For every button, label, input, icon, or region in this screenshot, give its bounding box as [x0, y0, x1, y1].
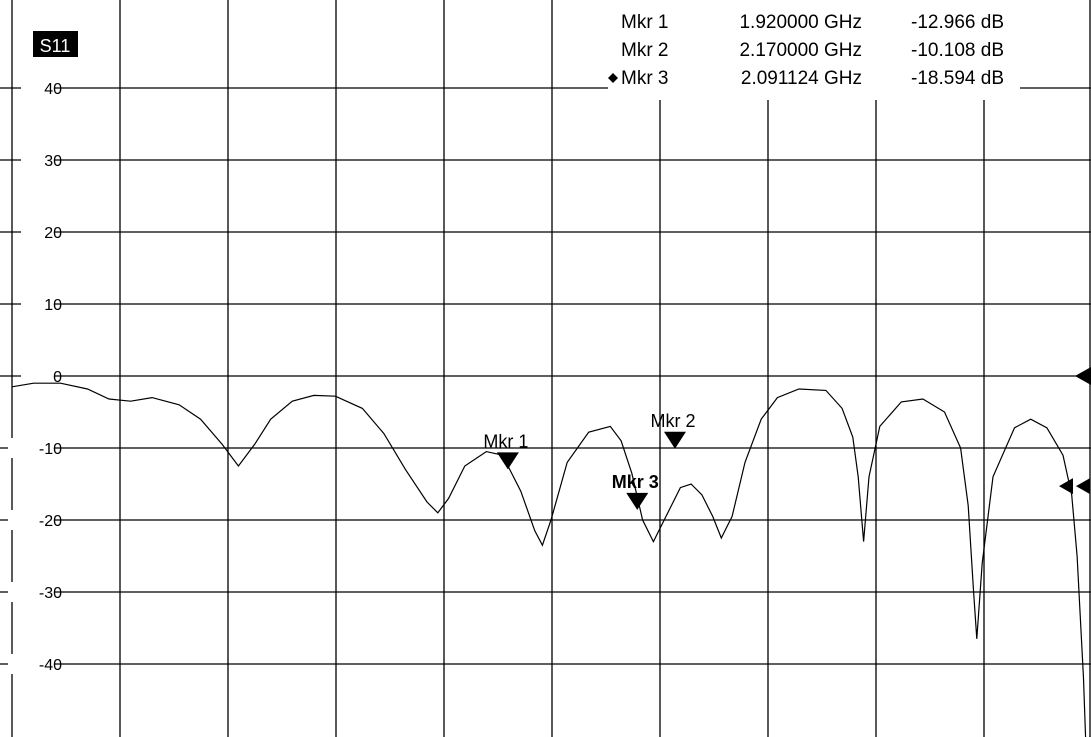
marker-triangle[interactable]: [663, 431, 686, 449]
ytick-bg: [8, 438, 54, 458]
marker-label: Mkr 2: [650, 411, 695, 431]
ytick-bg: [8, 510, 54, 530]
active-marker-diamond: [608, 73, 618, 83]
marker-triangle[interactable]: [626, 492, 649, 510]
ytick-bg: [21, 78, 55, 98]
marker-table-row[interactable]: Mkr 2 2.170000 GHz -10.108 dB: [621, 40, 1004, 61]
y-tick-label: -40: [39, 657, 62, 674]
marker-frequency: 2.170000 GHz: [739, 40, 862, 61]
y-tick-label: 20: [44, 225, 62, 242]
trace-markers: Mkr 1 Mkr 2 Mkr 3: [483, 411, 695, 510]
marker-table-row[interactable]: Mkr 3 2.091124 GHz -18.594 dB: [621, 68, 1004, 89]
trace-line: [11, 382, 1091, 737]
y-tick-labels: 40 30 20 10 0 -10 -20 -30 -40: [8, 78, 62, 674]
marker-table-row[interactable]: Mkr 1 1.920000 GHz -12.966 dB: [621, 12, 1004, 33]
trace-label-box[interactable]: S11: [33, 31, 78, 57]
pointer-arrow: [1076, 478, 1090, 495]
marker-readout-table: Mkr 1 1.920000 GHz -12.966 dB Mkr 2 2.170000…: [608, 0, 1020, 100]
ytick-bg: [21, 366, 55, 386]
marker-triangle[interactable]: [496, 452, 519, 470]
marker-name: Mkr 1: [621, 12, 669, 33]
reference-pointer: [1059, 367, 1091, 495]
s11-trace: [11, 382, 1091, 737]
marker-value: -18.594 dB: [911, 68, 1004, 89]
marker-frequency: 1.920000 GHz: [739, 12, 862, 33]
marker-table-bg: [608, 0, 1020, 100]
y-tick-label: 30: [44, 153, 62, 170]
marker-frequency: 2.091124 GHz: [741, 68, 862, 89]
y-tick-label: -20: [39, 513, 62, 530]
ytick-bg: [21, 222, 55, 242]
y-tick-label: -10: [39, 441, 62, 458]
marker-value: -12.966 dB: [911, 12, 1004, 33]
y-tick-label: 0: [53, 369, 62, 386]
marker-name: Mkr 3: [621, 68, 669, 89]
reference-arrow: [1075, 367, 1091, 385]
ytick-bg: [21, 150, 55, 170]
y-tick-label: 40: [44, 81, 62, 98]
ytick-bg: [8, 654, 54, 674]
marker-label: Mkr 3: [612, 472, 659, 492]
y-tick-label: 10: [44, 297, 62, 314]
marker-label: Mkr 1: [483, 431, 528, 451]
y-tick-label: -30: [39, 585, 62, 602]
marker-name: Mkr 2: [621, 40, 669, 61]
marker-value: -10.108 dB: [911, 40, 1004, 61]
ytick-bg: [21, 294, 55, 314]
ytick-bg: [8, 582, 54, 602]
trace-label: S11: [40, 36, 71, 56]
